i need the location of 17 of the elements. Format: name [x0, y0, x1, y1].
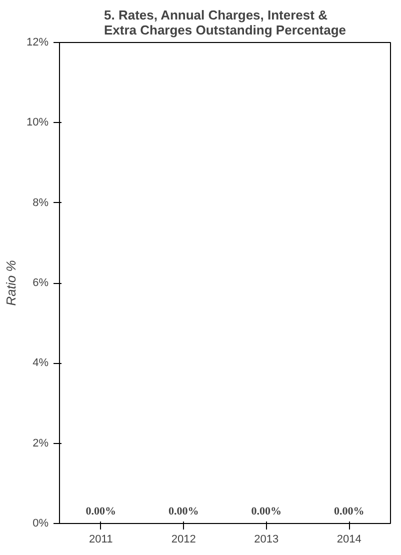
x-tick-label: 2013	[254, 534, 279, 546]
y-tick-label: 8%	[32, 196, 49, 209]
y-tick-label: 6%	[32, 277, 49, 289]
x-tick-label: 2012	[171, 534, 196, 546]
x-tick-label: 2011	[89, 534, 113, 546]
y-tick-label: 2%	[32, 437, 49, 450]
y-tick-label: 10%	[26, 116, 49, 129]
chart-title: 5. Rates, Annual Charges, Interest & Extra Charges Outstanding Percentage	[104, 8, 346, 38]
x-tick-label: 2014	[336, 534, 362, 546]
data-label: 0.00%	[168, 506, 199, 518]
data-label: 0.00%	[86, 506, 116, 518]
y-tick-label: 4%	[32, 357, 49, 370]
y-axis-title: Ratio %	[3, 260, 18, 306]
y-tick-label: 12%	[26, 36, 49, 48]
y-tick-label: 0%	[32, 518, 49, 530]
data-label: 0.00%	[251, 506, 282, 518]
data-label: 0.00%	[334, 506, 364, 518]
